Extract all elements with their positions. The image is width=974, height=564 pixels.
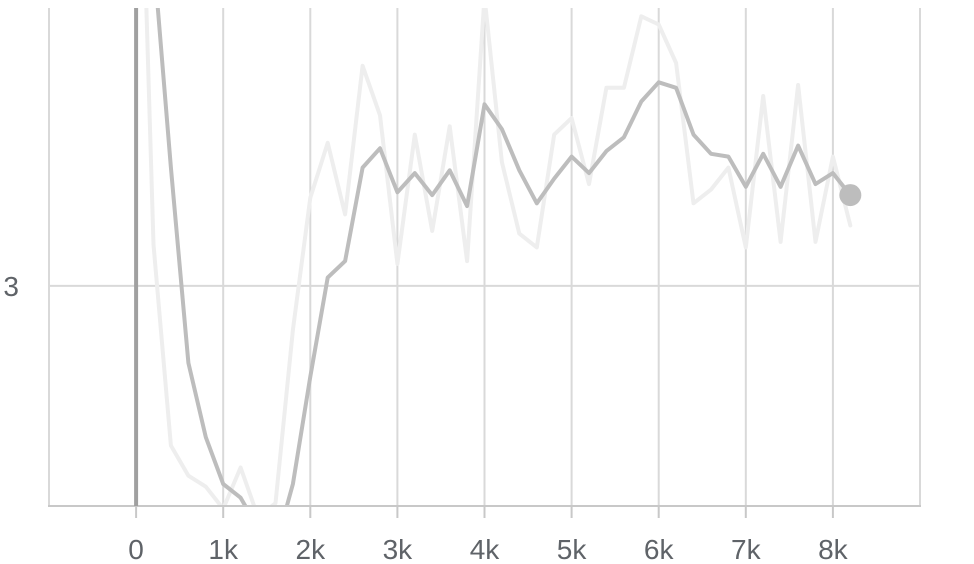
smoothed-last-point-marker: [839, 184, 861, 206]
series-layer: [145, 0, 862, 547]
x-tick-label: 7k: [731, 534, 762, 564]
x-tick-label: 0: [128, 534, 144, 564]
x-tick-label: 1k: [208, 534, 239, 564]
x-tick-label: 2k: [296, 534, 327, 564]
y-tick-label: 3: [3, 271, 19, 302]
x-tick-label: 8k: [818, 534, 849, 564]
x-tick-label: 4k: [470, 534, 501, 564]
x-tick-label: 3k: [383, 534, 414, 564]
tick-label-layer: 0 1k 2k 3k 4k 5k 6k 7k 8k 3: [3, 271, 848, 564]
x-tick-label: 5k: [557, 534, 588, 564]
x-tick-label: 6k: [644, 534, 675, 564]
series-line-raw: [145, 0, 851, 517]
